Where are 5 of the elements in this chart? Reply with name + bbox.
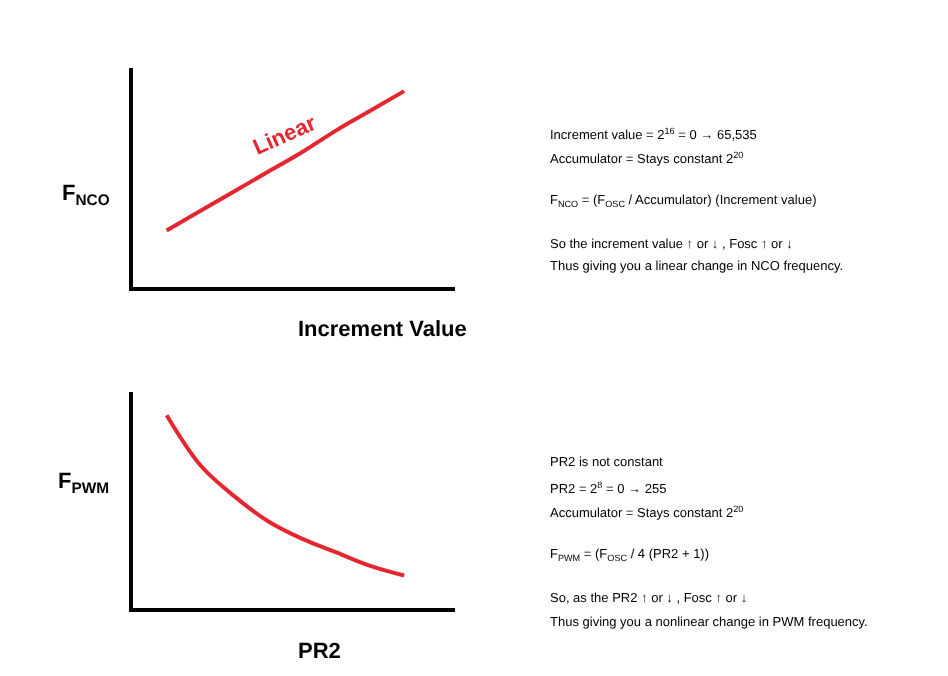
annotation: Linear (249, 111, 322, 161)
x-axis-title: PR2 (298, 640, 341, 664)
x-axis-title: Increment Value (298, 318, 467, 342)
y-axis-title: F$_{NCO}$ (62, 182, 110, 209)
y-axis-title: F$_{PWM}$ (58, 470, 110, 497)
